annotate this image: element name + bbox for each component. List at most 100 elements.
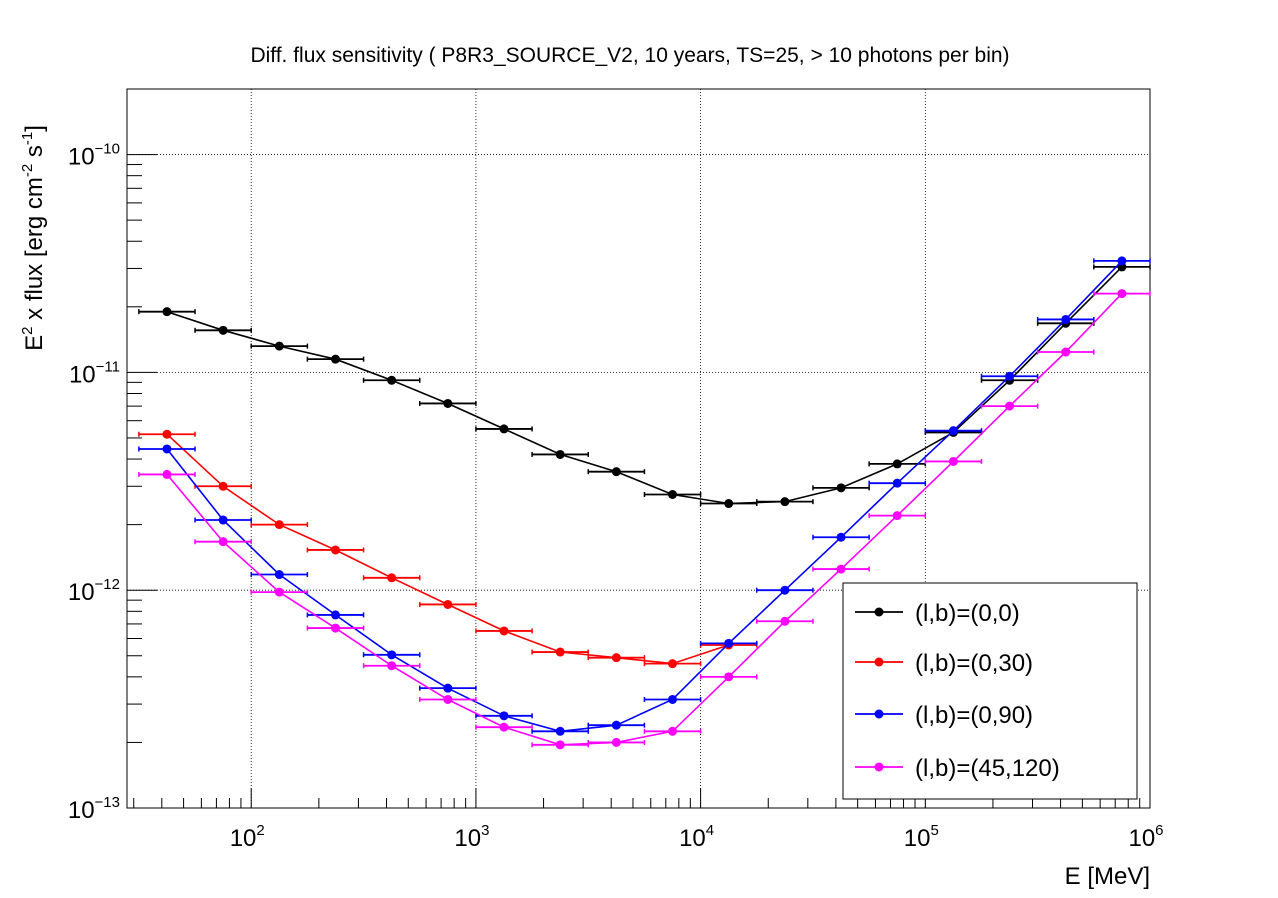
x-tick-label-base: 10 <box>904 825 931 852</box>
data-point <box>1061 347 1071 357</box>
x-tick-labels: 102 103 104 105 106 <box>230 822 1164 852</box>
x-tick-label-base: 10 <box>230 825 257 852</box>
y-tick-label-base: 10 <box>69 361 96 388</box>
y-tick-label-exp: −10 <box>95 141 120 158</box>
series-line <box>166 266 1123 505</box>
y-axis-title-part: E <box>21 335 48 351</box>
legend-entries: (l,b)=(0,0) (l,b)=(0,30) (l,b)=(0,90) (l,b)… <box>855 600 1060 782</box>
y-axis-title-part: x flux [erg cm <box>21 177 48 326</box>
data-point <box>443 599 453 609</box>
y-tick-label-exp: −11 <box>96 358 120 375</box>
legend-marker <box>874 762 884 772</box>
data-point <box>330 354 340 364</box>
y-tick-label: 10−13 <box>68 794 120 824</box>
legend-label: (l,b)=(45,120) <box>915 755 1060 782</box>
y-tick-label: 10−10 <box>68 141 120 171</box>
data-point <box>611 720 621 730</box>
series-line <box>166 260 1123 733</box>
data-point <box>499 626 509 636</box>
data-point <box>1117 256 1127 266</box>
data-point <box>611 653 621 663</box>
data-point <box>555 740 565 750</box>
plot-frame <box>126 88 1151 809</box>
legend-marker <box>874 607 884 617</box>
y-axis-title-part: s <box>21 145 48 164</box>
data-point <box>668 726 678 736</box>
data-point <box>162 444 172 454</box>
x-tick-label: 104 <box>679 822 714 852</box>
data-point <box>387 650 397 660</box>
x-tick-label: 103 <box>454 822 489 852</box>
y-tick-label-exp: −13 <box>95 794 120 811</box>
y-tick-label-exp: −12 <box>95 576 120 593</box>
data-point <box>330 610 340 620</box>
y-axis-title-sup: -1 <box>19 132 36 145</box>
x-tick-label-exp: 5 <box>930 822 938 839</box>
data-point <box>668 694 678 704</box>
data-point <box>499 722 509 732</box>
x-tick-label: 102 <box>230 822 265 852</box>
x-tick-label-base: 10 <box>679 825 706 852</box>
y-tick-label-base: 10 <box>68 579 95 606</box>
x-tick-label-exp: 4 <box>706 822 714 839</box>
series-layer <box>138 256 1151 750</box>
legend-entry: (l,b)=(0,90) <box>855 702 1033 729</box>
legend-entry: (l,b)=(45,120) <box>855 755 1060 782</box>
legend-box <box>842 582 1138 800</box>
data-point <box>724 499 734 509</box>
y-axis-title-part: ] <box>21 125 48 132</box>
data-point <box>274 570 284 580</box>
x-tick-label-exp: 6 <box>1155 822 1163 839</box>
x-tick-label: 105 <box>904 822 939 852</box>
data-point <box>555 647 565 657</box>
data-point <box>836 532 846 542</box>
data-point <box>892 511 902 521</box>
x-axis-title: E [MeV] <box>1065 863 1150 890</box>
data-point <box>555 449 565 459</box>
data-point <box>274 587 284 597</box>
data-point <box>499 711 509 721</box>
legend-marker <box>874 709 884 719</box>
legend-label: (l,b)=(0,0) <box>915 600 1020 627</box>
data-point <box>948 426 958 436</box>
data-point <box>1061 314 1071 324</box>
y-tick-label: 10−12 <box>68 576 120 606</box>
data-point <box>499 424 509 434</box>
data-point <box>611 467 621 477</box>
series-3 <box>138 256 1151 736</box>
data-point <box>780 585 790 595</box>
data-point <box>330 623 340 633</box>
data-point <box>387 573 397 583</box>
data-point <box>218 515 228 525</box>
data-point <box>892 459 902 469</box>
data-point <box>724 672 734 682</box>
minor-ticks <box>127 88 1151 809</box>
y-tick-label: 10−11 <box>69 358 120 388</box>
legend-label: (l,b)=(0,30) <box>915 650 1033 677</box>
data-point <box>836 483 846 493</box>
data-point <box>218 481 228 491</box>
data-point <box>443 694 453 704</box>
data-point <box>274 341 284 351</box>
y-axis-title-sup: -2 <box>19 164 36 177</box>
data-point <box>443 683 453 693</box>
data-point <box>780 616 790 626</box>
series-line <box>166 293 1123 746</box>
data-point <box>611 737 621 747</box>
chart-title: Diff. flux sensitivity ( P8R3_SOURCE_V2,… <box>250 44 1009 67</box>
data-point <box>892 478 902 488</box>
legend-entry: (l,b)=(0,0) <box>855 600 1020 627</box>
data-point <box>836 564 846 574</box>
x-tick-label-base: 10 <box>1128 825 1155 852</box>
x-tick-label-exp: 3 <box>481 822 489 839</box>
data-point <box>274 520 284 530</box>
data-point <box>1005 371 1015 381</box>
data-point <box>724 638 734 648</box>
data-point <box>1005 401 1015 411</box>
data-point <box>668 489 678 499</box>
data-point <box>668 659 678 669</box>
y-tick-label-base: 10 <box>68 797 95 824</box>
y-tick-label-base: 10 <box>68 144 95 171</box>
data-point <box>948 456 958 466</box>
